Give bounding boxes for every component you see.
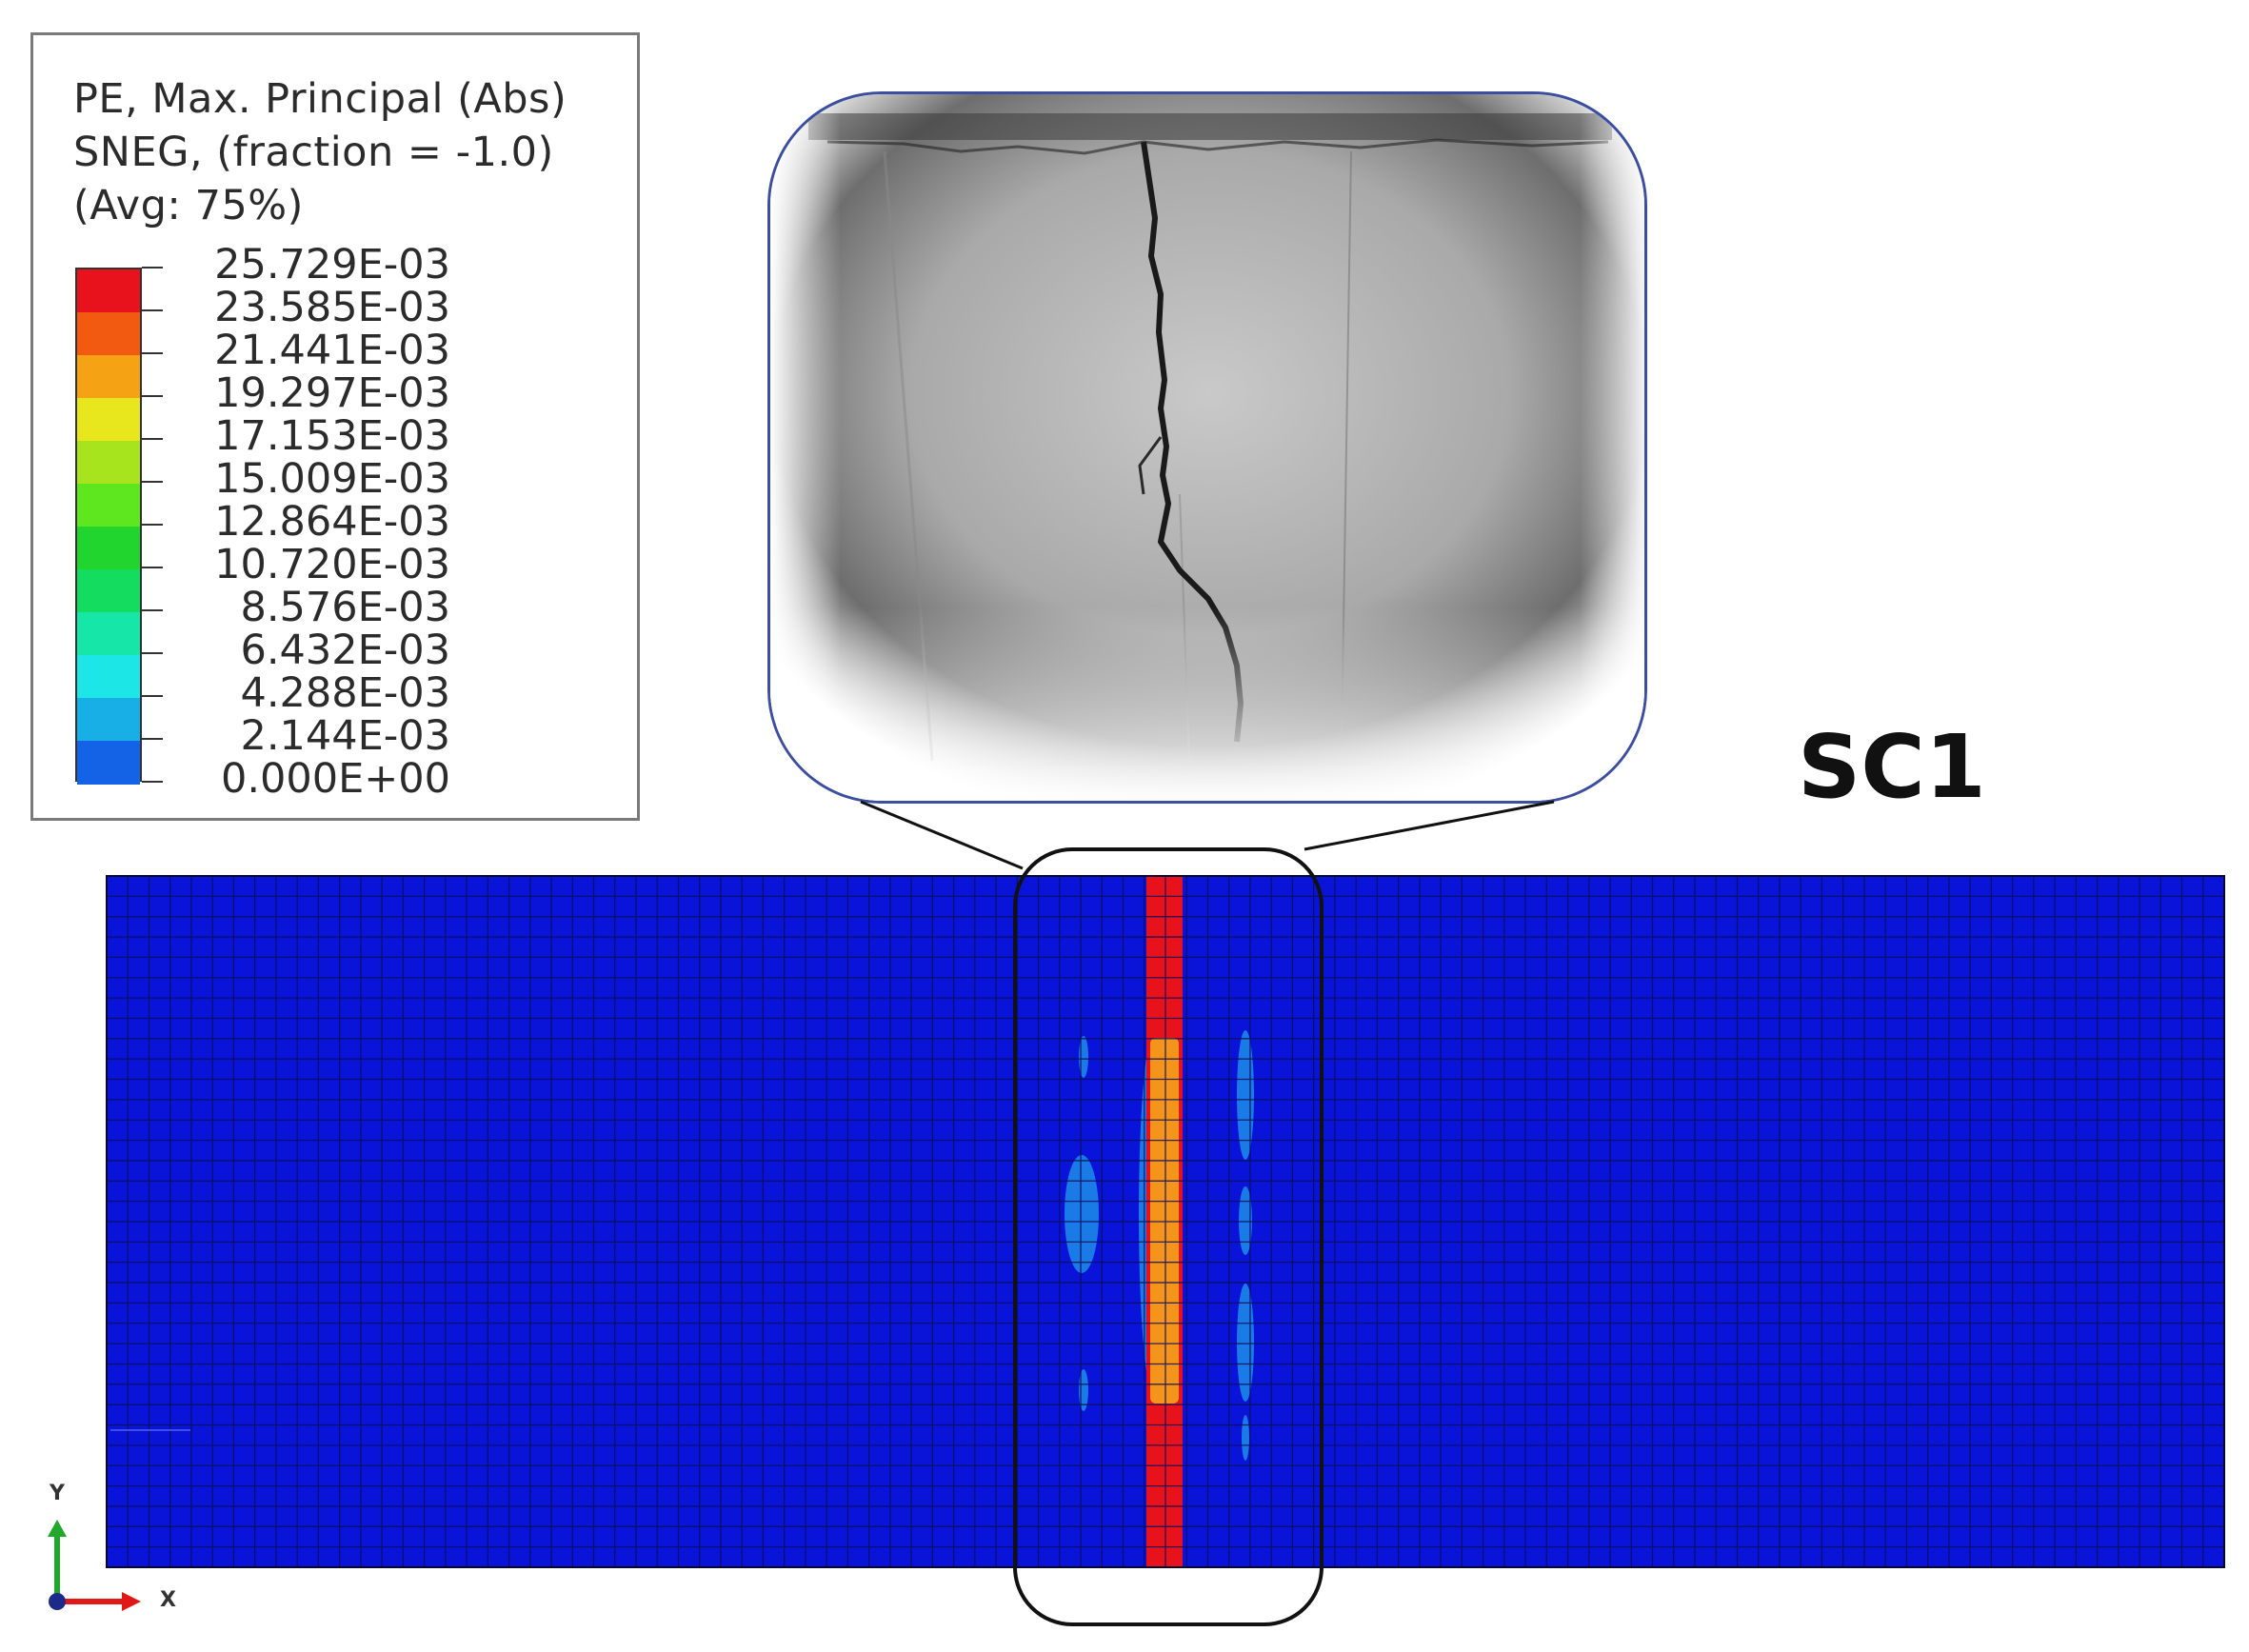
legend-swatch xyxy=(77,312,140,356)
legend-tick-label: 25.729E-03 xyxy=(214,241,450,289)
crack-photo xyxy=(770,94,1644,801)
legend-tick-label: 19.297E-03 xyxy=(214,369,450,417)
legend-swatch xyxy=(77,741,140,785)
axis-origin xyxy=(49,1593,66,1610)
legend-swatch xyxy=(77,527,140,570)
legend-swatch xyxy=(77,269,140,313)
legend-swatch xyxy=(77,655,140,699)
legend-tick-mark xyxy=(142,481,163,483)
legend-tick-label: 12.864E-03 xyxy=(214,498,450,546)
legend-tick-label: 4.288E-03 xyxy=(240,669,450,717)
crack-photo-callout xyxy=(767,91,1647,804)
legend-swatch xyxy=(77,612,140,656)
legend-tick-mark xyxy=(142,781,163,783)
legend-title-line-1: PE, Max. Principal (Abs) xyxy=(73,75,567,123)
y-axis-label: Y xyxy=(50,1482,65,1505)
legend-tick-label: 23.585E-03 xyxy=(214,284,450,331)
legend-tick-mark xyxy=(142,395,163,397)
specimen-label: SC1 xyxy=(1798,716,1986,818)
legend-tick-label: 21.441E-03 xyxy=(214,327,450,374)
legend-swatch xyxy=(77,398,140,442)
legend-tick-mark xyxy=(142,524,163,526)
legend-tick-label: 10.720E-03 xyxy=(214,541,450,588)
legend-tick-label: 6.432E-03 xyxy=(240,627,450,674)
y-axis-arrowhead xyxy=(48,1520,67,1537)
x-axis-arrowhead xyxy=(122,1592,141,1611)
legend-title-line-3: (Avg: 75%) xyxy=(73,182,304,229)
legend-tick-label: 15.009E-03 xyxy=(214,455,450,503)
legend-swatch xyxy=(77,441,140,485)
legend-tick-mark xyxy=(142,609,163,611)
legend-tick-mark xyxy=(142,738,163,740)
legend-tick-mark xyxy=(142,695,163,697)
legend-tick-label: 0.000E+00 xyxy=(220,755,450,803)
legend-tick-label: 17.153E-03 xyxy=(214,412,450,460)
legend-tick-mark xyxy=(142,567,163,568)
legend-swatch xyxy=(77,698,140,742)
legend-title-line-2: SNEG, (fraction = -1.0) xyxy=(73,129,554,176)
legend-tick-mark xyxy=(142,352,163,354)
legend-tick-label: 2.144E-03 xyxy=(240,712,450,760)
legend-tick-mark xyxy=(142,309,163,311)
contour-legend: PE, Max. Principal (Abs) SNEG, (fraction… xyxy=(30,32,640,821)
x-axis-label: X xyxy=(160,1588,176,1612)
legend-swatch xyxy=(77,484,140,527)
legend-swatch xyxy=(77,569,140,613)
legend-tick-mark xyxy=(142,438,163,440)
legend-tick-label: 8.576E-03 xyxy=(240,584,450,631)
legend-tick-mark xyxy=(142,267,163,269)
legend-swatch xyxy=(77,355,140,399)
legend-tick-mark xyxy=(142,652,163,654)
legend-color-bar xyxy=(75,268,142,785)
